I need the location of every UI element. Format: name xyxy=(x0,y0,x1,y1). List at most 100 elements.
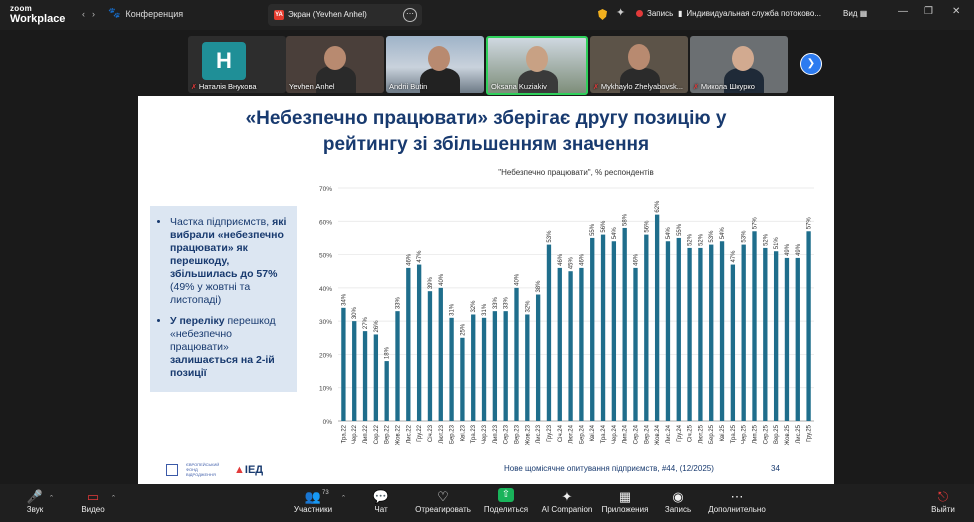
record-button[interactable]: ◉ Запись xyxy=(662,488,694,514)
slide-title-line2: рейтингу зі збільшенням значення xyxy=(322,134,650,155)
chart-bar xyxy=(676,237,681,421)
x-tick-label: Лют.25 xyxy=(698,424,704,443)
view-menu[interactable]: Вид ▦ xyxy=(843,9,867,18)
person-silhouette xyxy=(316,66,356,93)
mic-off-icon: ✗ xyxy=(693,83,699,91)
recording-indicator[interactable]: Запись xyxy=(636,9,673,18)
share-screen-icon: ⇧ xyxy=(498,488,514,502)
more-button[interactable]: ⋯ Дополнительно xyxy=(706,488,768,514)
participants-button[interactable]: 👥 73 Участники xyxy=(288,488,338,514)
chart-bar xyxy=(741,244,746,421)
stream-label: Индивидуальная служба потоково... xyxy=(686,9,821,18)
mic-muted-icon: 🎤 xyxy=(26,489,44,504)
data-label: 34% xyxy=(341,293,347,306)
share-button[interactable]: ⇧ Поделиться xyxy=(482,488,530,514)
data-label: 57% xyxy=(753,217,759,230)
x-tick-label: Кві.25 xyxy=(720,424,726,441)
more-icon[interactable]: ⋯ xyxy=(403,8,417,22)
minimize-icon[interactable]: — xyxy=(898,6,908,17)
participant-tile[interactable]: ✗ Mykhaylo Zhelyabovsk... xyxy=(590,36,688,93)
chat-button[interactable]: 💬 Чат xyxy=(368,488,394,514)
restore-icon[interactable]: ❐ xyxy=(924,6,933,17)
x-tick-label: Тра.22 xyxy=(341,424,347,443)
data-label: 38% xyxy=(536,280,542,293)
participant-tile[interactable]: Yevhen Anhel xyxy=(286,36,384,93)
person-silhouette xyxy=(518,70,558,93)
chart-bar xyxy=(352,321,357,421)
person-silhouette xyxy=(420,68,460,93)
bar-chart: "Небезпечно працювати", % респондентів 0%… xyxy=(319,168,814,445)
x-tick-label: Вер.23 xyxy=(515,424,521,444)
record-label: Запись xyxy=(647,9,674,18)
back-chevron-icon[interactable]: ‹ xyxy=(82,9,85,19)
data-label: 45% xyxy=(569,257,575,270)
x-tick-label: Лип.22 xyxy=(363,424,369,444)
participants-icon: 👥 xyxy=(304,489,322,504)
data-label: 33% xyxy=(493,296,499,309)
leave-button[interactable]: ⎋ Выйти xyxy=(928,488,958,514)
x-tick-label: Кві.24 xyxy=(590,424,596,441)
x-tick-label: Лип.24 xyxy=(623,424,629,444)
data-label: 33% xyxy=(396,296,402,309)
chart-bar xyxy=(471,314,476,421)
data-label: 52% xyxy=(688,233,694,246)
participant-tile[interactable]: H ✗ Наталія Внукова xyxy=(188,36,286,93)
streaming-indicator[interactable]: ▮ Индивидуальная служба потоково... xyxy=(678,9,821,18)
shield-icon[interactable] xyxy=(598,9,607,20)
apps-button[interactable]: ▦ Приложения xyxy=(600,488,650,514)
bullet-2-text: перешкод «небезпечно працювати» xyxy=(170,315,276,353)
audio-options-chevron-icon[interactable]: ˆ xyxy=(50,494,53,504)
chat-icon: 💬 xyxy=(372,489,390,504)
ai-companion-button[interactable]: ✦ AI Companion xyxy=(540,488,594,514)
chart-bar xyxy=(687,247,692,421)
sparkle-icon[interactable]: ✦ xyxy=(616,7,626,19)
participant-name: Mykhaylo Zhelyabovsk... xyxy=(600,82,683,91)
data-label: 32% xyxy=(525,300,531,313)
chat-label: Чат xyxy=(374,505,388,514)
x-tick-label: Гру.22 xyxy=(417,424,423,442)
data-label: 56% xyxy=(644,220,650,233)
participant-tile[interactable]: Andrii Butin xyxy=(386,36,484,93)
data-label: 49% xyxy=(796,243,802,256)
chart-bar xyxy=(730,264,736,421)
data-label: 54% xyxy=(720,227,726,240)
chart-bar xyxy=(611,241,617,421)
video-button[interactable]: ▭ Видео xyxy=(76,488,110,514)
chart-bar xyxy=(449,317,454,421)
data-label: 52% xyxy=(763,233,769,246)
react-button[interactable]: ♡ Отреагировать xyxy=(412,488,474,514)
slide-title-line1: «Небезпечно працювати» зберігає другу по… xyxy=(245,108,727,129)
logo-line1: zoom xyxy=(10,4,33,13)
participant-tile[interactable]: ✗ Микола Шкурко xyxy=(690,36,788,93)
next-page-icon[interactable]: ❯ xyxy=(800,53,822,75)
slide-title: «Небезпечно працювати» зберігає другу по… xyxy=(138,106,834,158)
conference-tab[interactable]: 🐾 Конференция xyxy=(108,8,183,19)
screen-tab-label: Экран (Yevhen Anhel) xyxy=(288,10,367,19)
data-label: 53% xyxy=(547,230,553,243)
forward-chevron-icon[interactable]: › xyxy=(92,9,95,19)
x-tick-label: Вер.24 xyxy=(644,424,650,444)
record-dot-icon xyxy=(636,10,643,17)
video-options-chevron-icon[interactable]: ˆ xyxy=(112,494,115,504)
chart-bar xyxy=(460,337,465,421)
info-box: Частка підприємств, які вибрали «небезпе… xyxy=(150,206,297,392)
x-tick-label: Гру.24 xyxy=(677,424,683,442)
person-face xyxy=(628,44,650,70)
logo-line2: Workplace xyxy=(10,13,66,25)
chart-bar xyxy=(427,291,433,421)
ied-logo-text: ІЕД xyxy=(244,463,264,476)
shared-slide: «Небезпечно працювати» зберігає другу по… xyxy=(138,96,834,484)
chart-bar xyxy=(763,247,768,421)
data-label: 40% xyxy=(515,273,521,286)
participant-tile-active-speaker[interactable]: Oksana Kuziakiv xyxy=(486,36,588,95)
screen-share-tab[interactable]: YA Экран (Yevhen Anhel) ⋯ xyxy=(268,4,422,26)
y-tick-label: 70% xyxy=(319,186,332,193)
data-label: 26% xyxy=(374,320,380,333)
slide-source: Нове щомісячне опитування підприємств, #… xyxy=(504,464,714,473)
y-tick-label: 10% xyxy=(319,386,332,393)
close-icon[interactable]: ✕ xyxy=(952,6,961,17)
participants-options-chevron-icon[interactable]: ˆ xyxy=(342,494,345,504)
bottom-toolbar: 🎤 Звук ˆ ▭ Видео ˆ 👥 73 Участники ˆ 💬 Ча… xyxy=(0,484,974,522)
audio-button[interactable]: 🎤 Звук xyxy=(20,488,50,514)
chart-bar xyxy=(492,311,498,421)
